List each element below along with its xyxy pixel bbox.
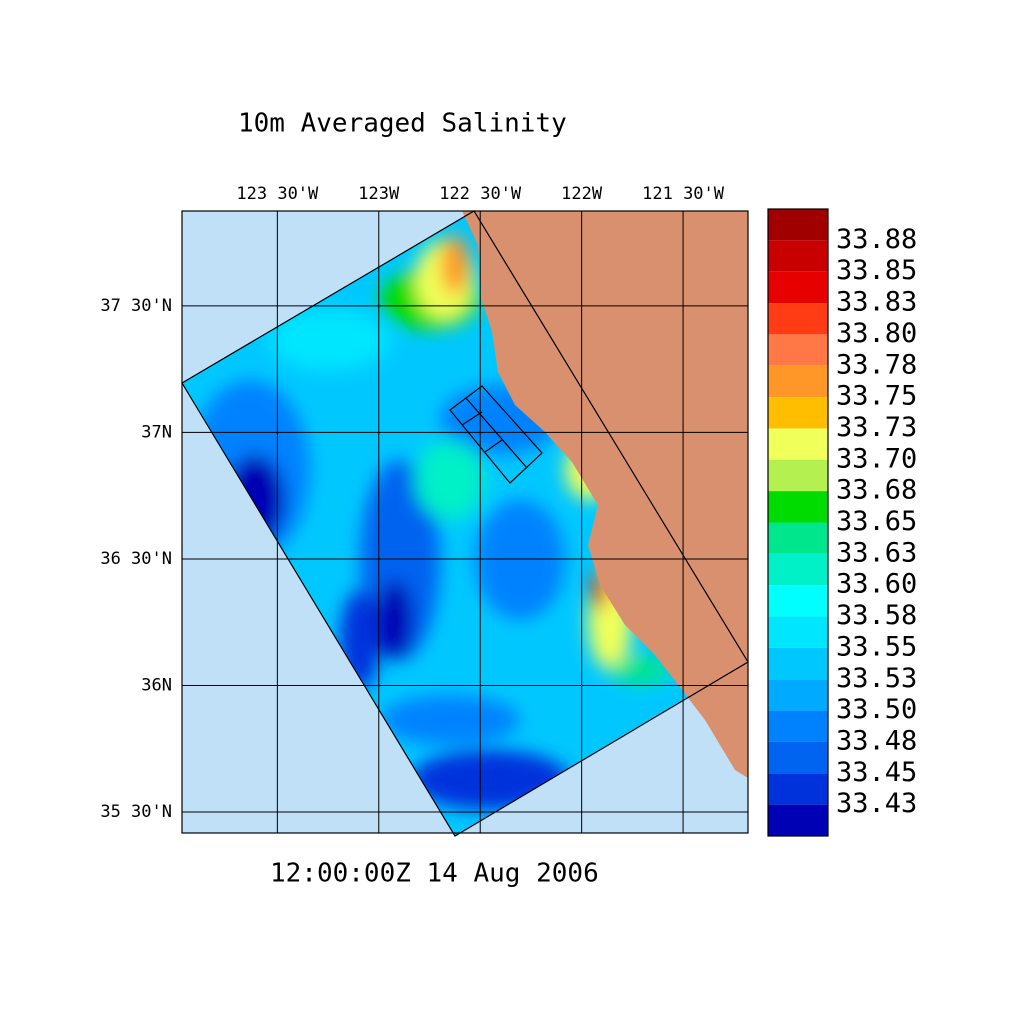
colorbar-box — [768, 428, 828, 460]
colorbar-frame — [767, 208, 829, 837]
timestamp: 12:00:00Z 14 Aug 2006 — [270, 859, 599, 889]
colorbar-label: 33.75 — [836, 381, 917, 412]
lon-label: 122W — [561, 184, 603, 204]
colorbar-box — [768, 334, 828, 366]
colorbar-label: 33.70 — [836, 443, 917, 474]
colorbar-box — [768, 271, 828, 304]
colorbar-box — [768, 553, 828, 586]
lat-label: 36N — [141, 675, 172, 695]
colorbar-box — [768, 773, 828, 805]
colorbar-label: 33.53 — [836, 663, 917, 694]
colorbar-label: 33.45 — [836, 757, 917, 788]
colorbar: 33.8833.8533.8333.8033.7833.7533.7333.70… — [767, 208, 917, 837]
colorbar-box — [768, 741, 828, 774]
colorbar-box — [768, 804, 828, 836]
colorbar-label: 33.48 — [836, 725, 917, 756]
colorbar-label: 33.68 — [836, 475, 917, 506]
lat-label: 37 30'N — [100, 296, 172, 316]
colorbar-label: 33.63 — [836, 537, 917, 568]
colorbar-box — [768, 522, 828, 554]
colorbar-box — [768, 585, 828, 617]
title: 10m Averaged Salinity — [238, 109, 567, 139]
colorbar-box — [768, 397, 828, 429]
colorbar-label: 33.73 — [836, 412, 917, 443]
colorbar-label: 33.88 — [836, 224, 917, 255]
colorbar-label: 33.43 — [836, 788, 917, 819]
colorbar-box — [768, 616, 828, 648]
lon-label: 123W — [358, 184, 400, 204]
colorbar-box — [768, 209, 828, 241]
colorbar-box — [768, 647, 828, 680]
colorbar-box — [768, 365, 828, 398]
lat-label: 37N — [141, 422, 172, 442]
colorbar-box — [768, 459, 828, 492]
colorbar-label: 33.78 — [836, 349, 917, 380]
colorbar-box — [768, 679, 828, 711]
colorbar-box — [768, 491, 828, 523]
colorbar-label: 33.85 — [836, 255, 917, 286]
land — [462, 211, 748, 778]
colorbar-box — [768, 240, 828, 272]
graticule — [182, 211, 748, 833]
lon-label: 122 30'W — [439, 184, 522, 204]
map-frame — [181, 210, 749, 834]
colorbar-label: 33.58 — [836, 600, 917, 631]
colorbar-label: 33.65 — [836, 506, 917, 537]
colorbar-label: 33.60 — [836, 569, 917, 600]
lon-label: 121 30'W — [642, 184, 725, 204]
colorbar-label: 33.83 — [836, 287, 917, 318]
colorbar-label: 33.80 — [836, 318, 917, 349]
colorbar-box — [768, 303, 828, 335]
colorbar-label: 33.50 — [836, 694, 917, 725]
colorbar-box — [768, 710, 828, 742]
lat-label: 36 30'N — [100, 549, 172, 569]
lat-label: 35 30'N — [100, 802, 172, 822]
lon-label: 123 30'W — [236, 184, 319, 204]
colorbar-label: 33.55 — [836, 631, 917, 662]
